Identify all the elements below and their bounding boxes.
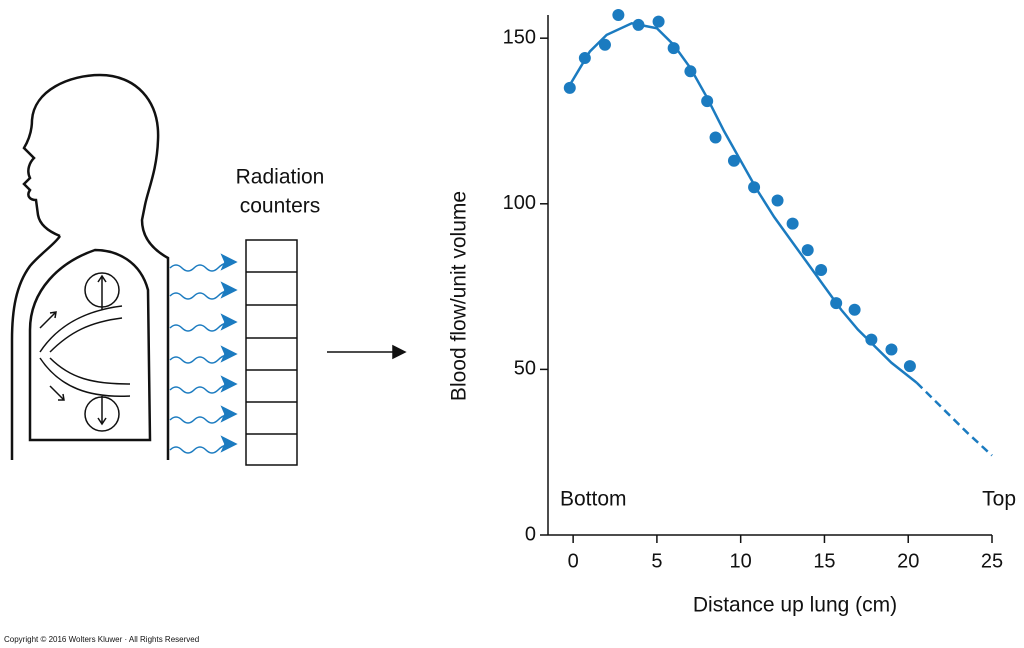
x-tick-label: 0 — [568, 550, 579, 572]
x-tick-label: 5 — [651, 550, 662, 572]
y-tick-label: 0 — [525, 523, 536, 545]
data-point — [865, 333, 878, 346]
data-point — [727, 154, 740, 167]
annotation: Top — [982, 488, 1016, 511]
data-point — [903, 360, 916, 373]
data-point — [598, 38, 611, 51]
data-point — [801, 244, 814, 257]
data-point — [786, 217, 799, 230]
x-tick-label: 10 — [730, 550, 752, 572]
data-point — [815, 264, 828, 277]
counter-label: Radiation — [236, 166, 325, 189]
data-point — [652, 15, 665, 28]
lung — [28, 248, 152, 442]
data-point — [709, 131, 722, 144]
copyright: Copyright © 2016 Wolters Kluwer · All Ri… — [4, 635, 199, 644]
y-tick-label: 150 — [503, 26, 536, 48]
data-point — [667, 42, 680, 55]
data-point — [771, 194, 784, 207]
data-point — [885, 343, 898, 356]
x-tick-label: 15 — [813, 550, 835, 572]
arrows — [39, 274, 107, 426]
y-tick-label: 100 — [503, 192, 536, 214]
x-tick-label: 25 — [981, 550, 1003, 572]
radiation-waves — [169, 253, 238, 454]
diagram: Radiation counters — [10, 73, 407, 466]
y-tick-label: 50 — [514, 358, 536, 380]
data-point — [612, 9, 625, 21]
counters — [245, 239, 298, 466]
fit-line — [915, 381, 993, 457]
x-axis-label: Distance up lung (cm) — [693, 594, 897, 617]
counter-label: counters — [240, 195, 321, 218]
chart: Bottom Top Distance up lung (cm) Blood f… — [448, 9, 1016, 617]
vessel — [39, 305, 131, 397]
data-point — [848, 303, 861, 316]
body-outline — [22, 73, 170, 460]
annotation: Bottom — [560, 488, 627, 511]
data-point — [563, 81, 576, 94]
shoulder-outline — [10, 235, 62, 460]
x-tick-label: 20 — [897, 550, 919, 572]
pointer-arrow — [327, 344, 407, 360]
fit-line — [567, 21, 918, 384]
y-axis-label: Blood flow/unit volume — [448, 191, 471, 401]
